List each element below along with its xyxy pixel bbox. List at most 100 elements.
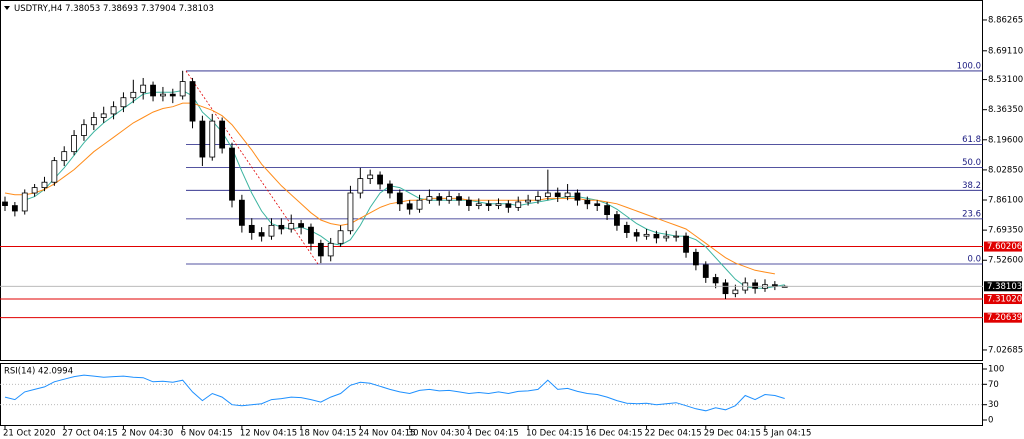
candle-body	[712, 277, 719, 284]
moving-average	[4, 102, 775, 275]
fib-label: 23.6	[962, 209, 981, 219]
candle-body	[693, 251, 699, 266]
candle-body	[594, 203, 601, 206]
candle-body	[268, 224, 275, 237]
candle-body	[229, 147, 235, 201]
x-tick-label: 27 Oct 04:15	[62, 429, 117, 439]
candle-body	[485, 203, 492, 206]
close: 7.38103	[179, 4, 214, 14]
candle-body	[90, 117, 97, 126]
candle-body	[248, 224, 255, 233]
candle-body	[327, 242, 334, 257]
price-tag	[984, 294, 1022, 305]
candle-body	[396, 192, 403, 205]
candle-body	[752, 282, 759, 289]
candle-body	[554, 192, 561, 197]
candle-body	[209, 120, 216, 158]
current-price-label: 7.38103	[987, 282, 1022, 292]
symbol: USDTRY,H4	[14, 4, 62, 14]
candle-body	[683, 235, 689, 253]
candle-body	[189, 81, 196, 122]
candle-body	[81, 124, 87, 136]
candle-body	[288, 223, 295, 230]
candle-body	[574, 192, 581, 201]
level-label: 7.31020	[987, 295, 1022, 305]
candle-body	[614, 214, 620, 226]
candle-body	[278, 224, 285, 230]
candle-body	[61, 151, 68, 162]
x-tick-label: 16 Dec 04:15	[585, 429, 642, 439]
candle-body	[357, 178, 364, 194]
candle-body	[525, 199, 532, 203]
fib-label: 38.2	[962, 181, 981, 191]
candle-body	[238, 199, 245, 226]
candle-body	[130, 91, 137, 99]
x-tick-label: 4 Dec 04:15	[467, 429, 519, 439]
candle-body	[564, 192, 571, 197]
candle-body	[179, 81, 186, 97]
chart-header: USDTRY,H4 7.38053 7.38693 7.37904 7.3810…	[14, 4, 214, 14]
menu-arrow[interactable]	[4, 6, 10, 10]
candle-body	[653, 233, 660, 239]
rsi-tick-label: 0	[988, 416, 993, 426]
y-tick-label: 7.52600	[988, 256, 1023, 266]
price-tag	[984, 241, 1022, 252]
candle-body	[604, 205, 610, 215]
candle-body	[673, 235, 680, 238]
candle-body	[71, 135, 77, 153]
rsi-tick-label: 30	[988, 400, 999, 410]
level-label: 7.20639	[987, 313, 1022, 323]
open: 7.38053	[65, 4, 100, 14]
candle-body	[643, 233, 650, 237]
candle-body	[337, 230, 344, 244]
candle-body	[515, 201, 522, 208]
candle-body	[544, 192, 551, 197]
candle-body	[150, 84, 156, 97]
candle-body	[702, 264, 709, 278]
candle-body	[169, 93, 176, 97]
fib-label: 50.0	[962, 158, 981, 168]
candle-body	[387, 183, 393, 194]
candle-body	[505, 203, 512, 208]
candle-body	[120, 97, 127, 108]
candle-body	[41, 181, 48, 189]
rsi-line	[4, 374, 785, 412]
candle-body	[465, 199, 472, 206]
candle-body	[219, 120, 226, 149]
candle-body	[732, 289, 739, 295]
x-tick-label: 21 Oct 2020	[3, 429, 56, 439]
price-tag	[984, 281, 1022, 292]
candle-body	[110, 106, 117, 115]
x-tick-label: 5 Jan 04:15	[763, 429, 811, 439]
candle-body	[308, 226, 314, 244]
candle-body	[446, 196, 453, 201]
candle-body	[11, 205, 18, 212]
candle-body	[416, 199, 423, 210]
candle-body	[317, 242, 324, 257]
x-tick-label: 24 Nov 04:15	[358, 429, 415, 439]
y-tick-label: 8.36350	[988, 105, 1023, 115]
y-tick-label: 8.86265	[988, 15, 1023, 25]
candle-body	[722, 282, 729, 295]
y-tick-label: 7.69350	[988, 226, 1023, 236]
candle-body	[584, 199, 591, 205]
candle-body	[140, 84, 147, 93]
candle-body	[406, 203, 413, 210]
low: 7.37904	[141, 4, 176, 14]
x-tick-label: 10 Dec 04:15	[526, 429, 583, 439]
candle-body	[426, 196, 433, 201]
candle-body	[160, 93, 166, 97]
candle-body	[436, 196, 443, 201]
candle-body	[21, 192, 28, 212]
fib-label: 0.0	[967, 255, 981, 265]
candle-body	[2, 201, 8, 206]
candle-body	[100, 113, 107, 118]
y-tick-label: 7.02685	[988, 345, 1023, 355]
candle-body	[535, 196, 541, 201]
candle-body	[367, 174, 374, 180]
candle-body	[347, 192, 354, 232]
candle-body	[31, 187, 38, 194]
candle-body	[456, 196, 462, 201]
high: 7.38693	[103, 4, 138, 14]
price-tag	[984, 312, 1022, 323]
